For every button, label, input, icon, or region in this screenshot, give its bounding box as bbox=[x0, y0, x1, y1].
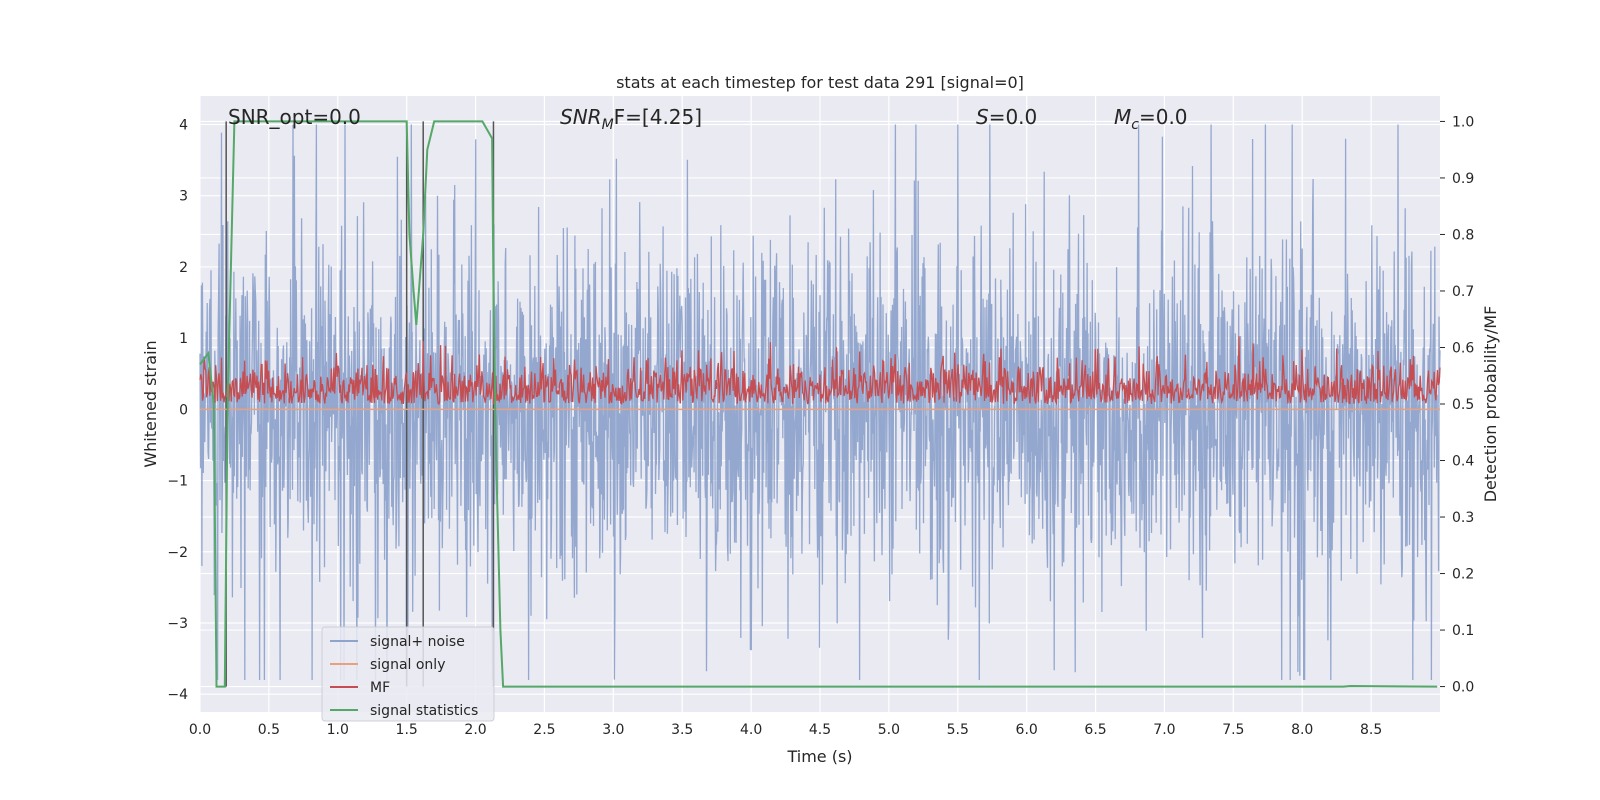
y-tick-label-right: 0.8 bbox=[1452, 227, 1474, 243]
snr-mf-base: SNR bbox=[560, 105, 602, 129]
x-tick-label: 6.0 bbox=[1016, 722, 1038, 738]
legend-label-signal-noise: signal+ noise bbox=[370, 634, 465, 650]
signal-statistics-line bbox=[199, 120, 1438, 688]
mc-base: M bbox=[1114, 105, 1131, 129]
y-tick-label-right: 0.3 bbox=[1452, 510, 1474, 526]
y-tick-label-left: −1 bbox=[167, 474, 188, 490]
annotation-mc: Mc=0.0 bbox=[1114, 105, 1188, 133]
x-tick-label: 4.0 bbox=[740, 722, 762, 738]
chart-title: stats at each timestep for test data 291… bbox=[616, 73, 1024, 92]
y-tick-label-left: 3 bbox=[179, 189, 188, 205]
y-tick-label-right: 0.5 bbox=[1452, 397, 1474, 413]
y-tick-label-left: 4 bbox=[179, 117, 188, 133]
x-tick-label: 0.0 bbox=[189, 722, 211, 738]
x-tick-label: 0.5 bbox=[258, 722, 280, 738]
x-axis-label: Time (s) bbox=[786, 747, 852, 766]
annotation-snr-opt: SNR_opt=0.0 bbox=[228, 105, 361, 129]
axis-ticks: 0.0 0.5 1.0 1.5 2.0 2.5 3.0 3.5 4.0 4.5 5.0 5.5 6.0 6… bbox=[167, 114, 1474, 738]
x-tick-label: 3.5 bbox=[671, 722, 693, 738]
mf-line bbox=[199, 336, 1441, 406]
y-tick-label-right: 1.0 bbox=[1452, 114, 1474, 130]
y-tick-label-left: −4 bbox=[167, 687, 188, 703]
legend-box bbox=[321, 626, 495, 722]
y-tick-label-right: 0.2 bbox=[1452, 567, 1474, 583]
x-tick-label: 5.0 bbox=[878, 722, 900, 738]
s-value: =0.0 bbox=[989, 105, 1038, 129]
x-tick-label: 5.5 bbox=[947, 722, 969, 738]
y-tick-label-right: 0.4 bbox=[1452, 454, 1474, 470]
x-tick-label: 1.5 bbox=[396, 722, 418, 738]
y-tick-label-right: 0.6 bbox=[1452, 340, 1474, 356]
x-tick-label: 8.5 bbox=[1360, 722, 1382, 738]
y-tick-label-left: −2 bbox=[167, 545, 188, 561]
signal-statistics-series bbox=[199, 120, 1438, 688]
y-tick-label-left: −3 bbox=[167, 616, 188, 632]
s-symbol: S bbox=[976, 105, 989, 129]
legend-label-mf: MF bbox=[370, 680, 390, 696]
y-tick-label-left: 1 bbox=[179, 331, 188, 347]
mc-sub: c bbox=[1131, 117, 1139, 133]
legend-label-signal-only: signal only bbox=[370, 657, 445, 673]
annotation-snr-mf: SNRMF=[4.25] bbox=[560, 105, 702, 133]
y-tick-label-right: 0.7 bbox=[1452, 284, 1474, 300]
x-tick-label: 7.5 bbox=[1222, 722, 1244, 738]
annotation-s: S=0.0 bbox=[976, 105, 1037, 129]
y-tick-label-left: 0 bbox=[179, 402, 188, 418]
x-tick-label: 6.5 bbox=[1084, 722, 1106, 738]
y-tick-label-right: 0.1 bbox=[1452, 623, 1474, 639]
legend: signal+ noise signal only MF signal stat… bbox=[321, 626, 495, 722]
y-tick-label-left: 2 bbox=[179, 260, 188, 276]
y-axis-label-left: Whitened strain bbox=[141, 340, 160, 467]
y-tick-label-right: 0.0 bbox=[1452, 680, 1474, 696]
x-tick-label: 7.0 bbox=[1153, 722, 1175, 738]
x-tick-label: 2.0 bbox=[464, 722, 486, 738]
mf-series bbox=[199, 336, 1441, 406]
legend-label-signal-statistics: signal statistics bbox=[370, 703, 478, 719]
mc-value: =0.0 bbox=[1139, 105, 1188, 129]
snr-mf-sub: M bbox=[602, 117, 614, 133]
x-tick-label: 1.0 bbox=[327, 722, 349, 738]
x-tick-label: 3.0 bbox=[602, 722, 624, 738]
x-tick-label: 4.5 bbox=[809, 722, 831, 738]
y-axis-label-right: Detection probability/MF bbox=[1481, 306, 1500, 503]
y-tick-label-right: 0.9 bbox=[1452, 171, 1474, 187]
x-tick-label: 8.0 bbox=[1291, 722, 1313, 738]
snr-mf-rest: F=[4.25] bbox=[614, 105, 702, 129]
x-tick-label: 2.5 bbox=[533, 722, 555, 738]
